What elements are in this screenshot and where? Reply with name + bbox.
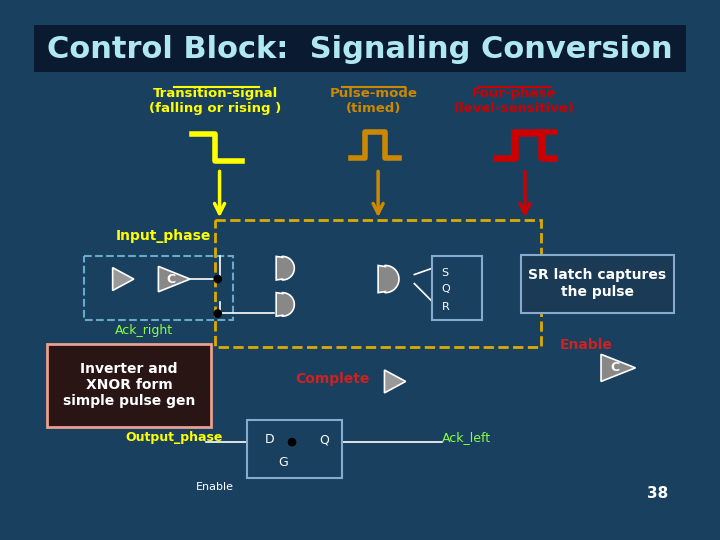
Circle shape (214, 275, 221, 282)
Polygon shape (158, 266, 190, 292)
Text: Output_phase: Output_phase (125, 431, 223, 444)
Text: Four-phase
(level-sensitive): Four-phase (level-sensitive) (454, 87, 575, 115)
Text: C: C (166, 273, 176, 286)
Text: Transition-signal
(falling or rising ): Transition-signal (falling or rising ) (149, 87, 281, 115)
Text: Pulse-mode
(timed): Pulse-mode (timed) (330, 87, 418, 115)
FancyBboxPatch shape (521, 254, 675, 313)
FancyBboxPatch shape (34, 25, 686, 72)
Text: Inverter and
XNOR form
simple pulse gen: Inverter and XNOR form simple pulse gen (63, 362, 195, 408)
Text: Ack_left: Ack_left (441, 431, 490, 444)
Text: SR latch captures
the pulse: SR latch captures the pulse (528, 268, 667, 299)
FancyBboxPatch shape (247, 420, 342, 478)
Text: G: G (279, 456, 288, 469)
Polygon shape (276, 256, 294, 280)
Polygon shape (384, 370, 405, 393)
Text: C: C (611, 361, 619, 374)
Text: 38: 38 (647, 486, 668, 501)
Text: Control Block:  Signaling Conversion: Control Block: Signaling Conversion (48, 35, 672, 64)
Text: S: S (441, 268, 449, 278)
Polygon shape (601, 354, 636, 381)
Text: D: D (265, 433, 274, 446)
FancyBboxPatch shape (433, 256, 482, 320)
Polygon shape (378, 266, 399, 293)
Text: Enable: Enable (196, 482, 234, 492)
Text: Enable: Enable (560, 338, 613, 352)
Text: Input_phase: Input_phase (115, 229, 211, 243)
Text: Ack_right: Ack_right (115, 325, 174, 338)
Text: Q: Q (319, 433, 329, 446)
Circle shape (289, 438, 296, 446)
Circle shape (214, 310, 221, 317)
FancyBboxPatch shape (48, 345, 212, 427)
Text: Q: Q (441, 284, 450, 294)
Text: R: R (441, 302, 449, 312)
Polygon shape (112, 268, 134, 291)
Polygon shape (276, 293, 294, 316)
Text: Complete: Complete (296, 372, 370, 386)
